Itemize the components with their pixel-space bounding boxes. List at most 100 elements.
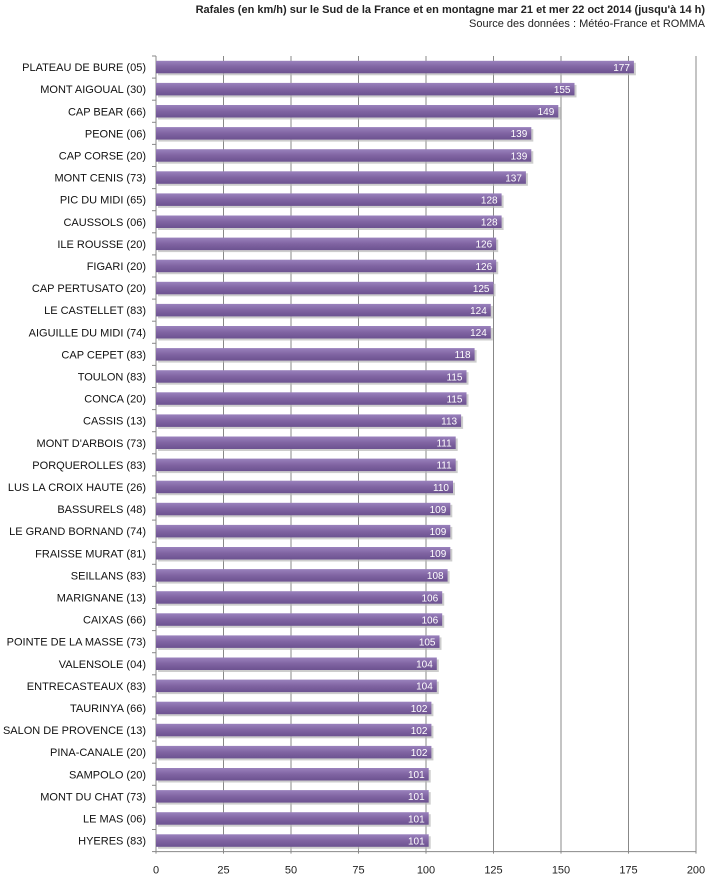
category-label: AIGUILLE DU MIDI (74) xyxy=(29,327,146,339)
bar xyxy=(156,723,432,737)
bar xyxy=(156,436,456,449)
data-label: 124 xyxy=(470,306,487,317)
category-label: PEONE (06) xyxy=(85,128,146,140)
data-label: 109 xyxy=(430,505,447,516)
data-label: 104 xyxy=(416,660,433,671)
category-label: CAP CORSE (20) xyxy=(59,150,146,162)
bar xyxy=(156,480,453,494)
bar xyxy=(156,812,429,825)
data-label: 101 xyxy=(408,792,425,803)
data-label: 106 xyxy=(422,593,439,604)
data-label: 102 xyxy=(411,726,428,737)
data-label: 108 xyxy=(427,571,444,582)
category-label: SAMPOLO (20) xyxy=(69,769,146,781)
category-label: POINTE DE LA MASSE (73) xyxy=(7,637,146,649)
category-label: PINA-CANALE (20) xyxy=(50,747,146,759)
bar xyxy=(156,502,451,516)
data-label: 137 xyxy=(505,173,522,184)
data-label: 104 xyxy=(416,682,433,693)
data-label: 125 xyxy=(473,284,490,295)
bar xyxy=(156,193,502,206)
bar xyxy=(156,679,437,693)
bar xyxy=(156,303,491,317)
category-label: MONT D'ARBOIS (73) xyxy=(37,438,146,450)
bar xyxy=(156,834,429,847)
title-block: Rafales (en km/h) sur le Sud de la Franc… xyxy=(196,3,705,31)
category-label: ILE ROUSSE (20) xyxy=(57,239,146,251)
category-label: ENTRECASTEAUX (83) xyxy=(27,681,146,693)
x-tick-label: 200 xyxy=(687,865,705,877)
data-label: 124 xyxy=(470,328,487,339)
bar xyxy=(156,281,494,295)
data-label: 115 xyxy=(447,394,463,405)
category-label: CAUSSOLS (06) xyxy=(63,217,146,229)
bar xyxy=(156,392,467,405)
bar xyxy=(156,105,559,118)
category-label: CAP BEAR (66) xyxy=(68,106,146,118)
chart-subtitle: Source des données : Météo-France et ROM… xyxy=(469,18,705,30)
bar xyxy=(156,591,443,604)
category-label: MONT DU CHAT (73) xyxy=(40,791,146,803)
category-label: FRAISSE MURAT (81) xyxy=(35,548,146,560)
x-tick-label: 100 xyxy=(417,865,435,877)
data-label: 118 xyxy=(455,350,471,361)
bar xyxy=(156,326,491,339)
data-label: 113 xyxy=(441,416,457,427)
category-label: MONT CENIS (73) xyxy=(55,173,146,185)
data-label: 106 xyxy=(422,615,439,626)
category-label: LE MAS (06) xyxy=(83,813,146,825)
category-label: FIGARI (20) xyxy=(87,261,146,273)
bar xyxy=(156,790,429,803)
data-label: 111 xyxy=(436,461,452,472)
data-label: 101 xyxy=(408,770,425,781)
data-label: 126 xyxy=(476,262,493,273)
x-tick-label: 50 xyxy=(285,865,297,877)
category-label: CAIXAS (66) xyxy=(83,615,146,627)
data-label: 109 xyxy=(430,527,447,538)
category-label: CONCA (20) xyxy=(84,394,146,406)
data-label: 102 xyxy=(411,748,428,759)
category-label: MONT AIGOUAL (30) xyxy=(40,84,146,96)
x-tick-label: 175 xyxy=(619,865,637,877)
category-label: CAP CEPET (83) xyxy=(61,349,146,361)
data-label: 115 xyxy=(447,372,463,383)
x-tick-label: 0 xyxy=(153,865,159,877)
bar xyxy=(156,414,462,427)
chart-title: Rafales (en km/h) sur le Sud de la Franc… xyxy=(195,4,705,16)
category-label: CASSIS (13) xyxy=(83,416,146,428)
category-label: PORQUEROLLES (83) xyxy=(32,460,146,472)
bar xyxy=(156,458,456,472)
category-label: VALENSOLE (04) xyxy=(59,659,146,671)
bar xyxy=(156,82,575,96)
category-label: PIC DU MIDI (65) xyxy=(60,195,146,207)
bar xyxy=(156,348,475,361)
bar xyxy=(156,547,451,560)
data-label: 155 xyxy=(554,85,571,96)
data-label: 111 xyxy=(436,439,452,450)
bar xyxy=(156,657,437,670)
category-label: TOULON (83) xyxy=(78,371,146,383)
bar xyxy=(156,569,448,582)
data-label: 126 xyxy=(476,240,493,251)
data-label: 101 xyxy=(408,814,425,825)
data-label: 102 xyxy=(411,704,428,715)
bar xyxy=(156,370,467,383)
data-label: 139 xyxy=(511,129,528,140)
bar xyxy=(156,701,432,715)
x-tick-label: 75 xyxy=(352,865,364,877)
data-label: 128 xyxy=(481,218,498,229)
data-label: 128 xyxy=(481,195,498,206)
bar xyxy=(156,635,440,648)
bar xyxy=(156,613,443,626)
category-label: SEILLANS (83) xyxy=(71,570,146,582)
data-label: 109 xyxy=(430,549,447,560)
data-label: 110 xyxy=(433,483,449,494)
bar xyxy=(156,171,526,184)
x-tick-label: 125 xyxy=(484,865,502,877)
bar xyxy=(156,524,451,538)
category-label: HYERES (83) xyxy=(78,836,146,848)
category-label: TAURINYA (66) xyxy=(70,703,146,715)
data-label: 177 xyxy=(613,63,630,74)
